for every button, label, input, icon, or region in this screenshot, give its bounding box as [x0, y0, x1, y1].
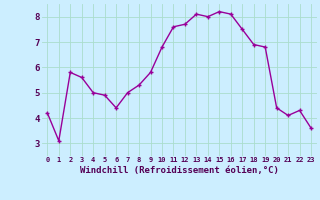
X-axis label: Windchill (Refroidissement éolien,°C): Windchill (Refroidissement éolien,°C) [80, 166, 279, 175]
